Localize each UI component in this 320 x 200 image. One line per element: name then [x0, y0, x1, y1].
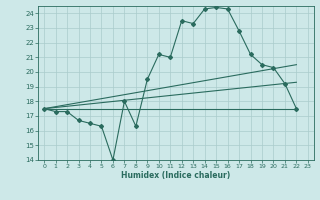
- X-axis label: Humidex (Indice chaleur): Humidex (Indice chaleur): [121, 171, 231, 180]
